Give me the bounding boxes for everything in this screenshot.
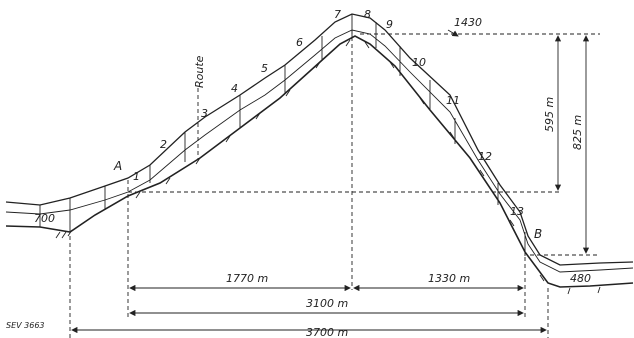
support-label: 6	[296, 36, 303, 49]
dim-3700-label: 3700 m	[306, 326, 348, 338]
dim-3100-label: 3100 m	[306, 297, 348, 310]
support-label: 13	[510, 205, 524, 218]
dim-1770-label: 1770 m	[226, 272, 268, 285]
reference-code: SEV 3663	[6, 321, 45, 330]
support-towers	[39, 14, 526, 256]
support-label: 4	[231, 82, 238, 95]
haul-cable	[5, 29, 634, 273]
ground-hatching	[55, 39, 601, 295]
route-label: Route	[193, 55, 206, 88]
ground-profile	[5, 35, 634, 288]
dim-1330-label: 1330 m	[428, 272, 470, 285]
station-b-label: B	[534, 227, 542, 241]
support-label: 9	[386, 18, 393, 31]
dim-825-label: 825 m	[571, 115, 584, 150]
support-label: 1	[133, 170, 140, 183]
elevation-peak: 1430	[454, 16, 482, 29]
support-label: 5	[261, 62, 268, 75]
support-label: 7	[334, 8, 341, 21]
elevation-right: 480	[570, 272, 591, 285]
elevation-left: 700	[34, 212, 55, 225]
support-label: 8	[364, 8, 371, 21]
support-label: 11	[446, 94, 460, 107]
dim-595-label: 595 m	[543, 97, 556, 132]
support-label: 12	[478, 150, 492, 163]
support-label: 3	[201, 107, 208, 120]
carrying-cable	[5, 13, 634, 266]
station-a-label: A	[113, 159, 122, 173]
support-label: 2	[160, 138, 167, 151]
peak-elevation-pointer	[447, 29, 459, 37]
support-label: 10	[412, 56, 426, 69]
